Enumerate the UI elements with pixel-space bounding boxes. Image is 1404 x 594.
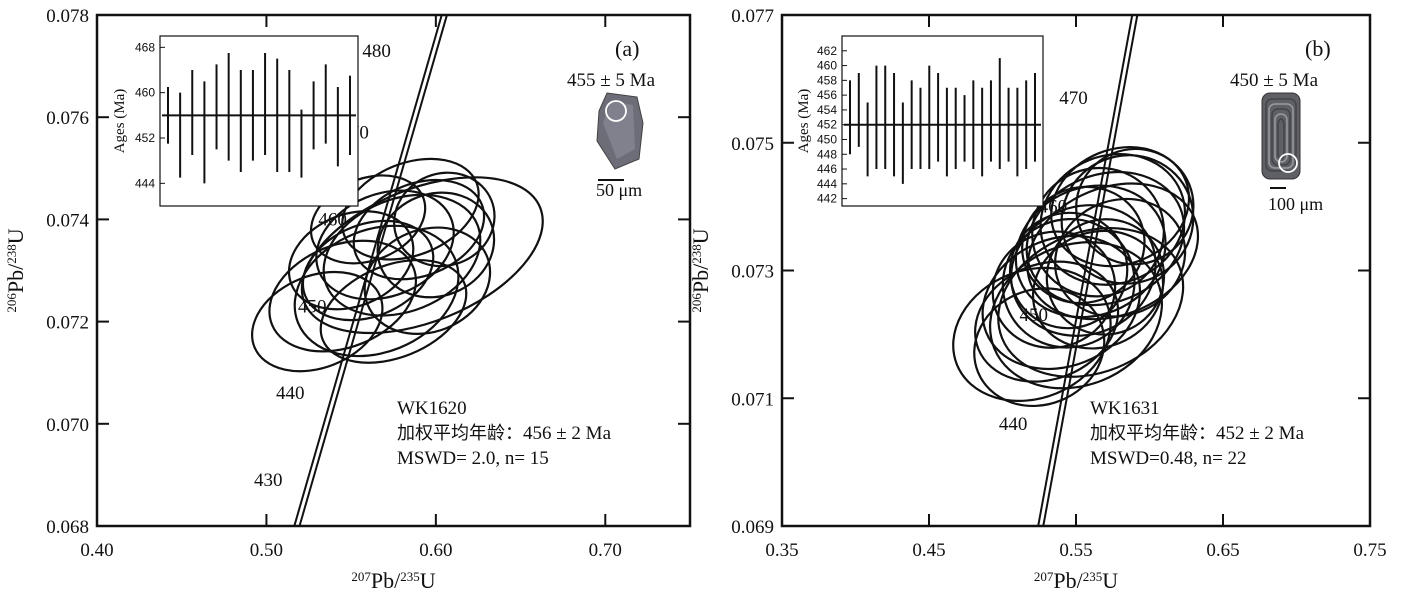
error-ellipse — [973, 287, 1106, 408]
panel-b: 0.35 0.45 0.55 0.65 0.75 0.069 0.071 0.073 0.075… — [688, 6, 1387, 593]
y-tick-label: 0.077 — [731, 6, 774, 27]
inset-y-tick-label: 444 — [817, 177, 837, 191]
x-tick-label: 0.75 — [1353, 540, 1386, 561]
concordia-age-label: 460 — [318, 209, 347, 230]
error-ellipse — [319, 258, 468, 364]
inset-y-tick-label: 462 — [817, 44, 837, 58]
x-tick-label: 0.65 — [1206, 540, 1239, 561]
inset-y-tick-label: 448 — [817, 147, 837, 161]
y-tick-label: 0.075 — [731, 134, 774, 155]
y-tick-label: 0.068 — [46, 517, 89, 538]
x-tick-label: 0.45 — [912, 540, 945, 561]
error-ellipse — [300, 176, 544, 335]
error-ellipse — [1014, 184, 1167, 319]
error-ellipse — [363, 226, 492, 335]
x-axis-label: 207Pb/235U — [1034, 568, 1118, 593]
zircon-grain-image — [596, 92, 644, 170]
concordia-age-label: 470 — [1059, 88, 1088, 109]
error-ellipse — [1053, 197, 1187, 318]
error-ellipse — [1010, 204, 1157, 337]
error-ellipse — [287, 210, 415, 311]
x-tick-label: 0.60 — [419, 540, 452, 561]
error-ellipse — [322, 193, 482, 317]
concordia-age-label: 440 — [999, 414, 1028, 435]
x-tick-label: 0.70 — [589, 540, 622, 561]
panel-label: (b) — [1305, 36, 1331, 61]
analysis-spot — [1278, 153, 1298, 173]
y-tick-label: 0.074 — [46, 210, 89, 231]
error-ellipse — [393, 171, 496, 268]
error-ellipse — [1021, 185, 1146, 305]
y-axis-label: 206Pb/238U — [3, 228, 28, 312]
error-ellipse — [1008, 211, 1129, 330]
zircon-grain-image — [1261, 92, 1301, 180]
concordia-age-label: 450 — [298, 296, 327, 317]
inset-y-tick-label: 442 — [817, 192, 837, 206]
inset-y-tick-label: 468 — [135, 40, 155, 54]
panel-a: 0.40 0.50 0.60 0.70 0.068 0.070 0.072 0.074 0.07… — [3, 6, 692, 593]
inset-y-tick-label: 452 — [135, 131, 155, 145]
inset-y-tick-label: 450 — [817, 132, 837, 146]
inset-y-tick-label: 460 — [817, 59, 837, 73]
x-tick-label: 0.50 — [250, 540, 283, 561]
inset-y-tick-label: 458 — [817, 73, 837, 87]
x-tick-label: 0.55 — [1059, 540, 1092, 561]
y-tick-label: 0.076 — [46, 108, 89, 129]
error-ellipse — [1060, 154, 1195, 285]
inset-frame — [841, 35, 1044, 207]
inset-age-plot: 444 452 460 468 Ages (Ma) — [112, 35, 359, 207]
mswd-label: MSWD= 2.0, n= 15 — [397, 448, 549, 469]
y-tick-label: 0.070 — [46, 415, 89, 436]
inset-y-tick-label: 444 — [135, 176, 155, 190]
concordia-age-label: 450 — [1020, 305, 1049, 326]
y-tick-label: 0.069 — [731, 517, 774, 538]
error-ellipse — [301, 219, 435, 322]
inset-y-tick-label: 454 — [817, 103, 837, 117]
error-ellipse — [1025, 170, 1186, 307]
y-tick-label: 0.073 — [731, 262, 774, 283]
concordia-age-label: 430 — [254, 470, 283, 491]
x-tick-label: 0.40 — [80, 540, 113, 561]
y-tick-label: 0.078 — [46, 6, 89, 27]
plot-area — [251, 15, 544, 526]
concordia-age-label: 460 — [1039, 197, 1068, 218]
panel-label: (a) — [615, 36, 639, 61]
grain-age-label: 450 ± 5 Ma — [1230, 70, 1319, 91]
scale-bar-label: 100 μm — [1268, 194, 1323, 214]
mswd-label: MSWD=0.48, n= 22 — [1090, 448, 1247, 469]
scale-bar-label: 50 μm — [596, 180, 642, 200]
x-tick-label: 0.35 — [765, 540, 798, 561]
weighted-mean-age: 加权平均年龄：456 ± 2 Ma — [397, 423, 612, 444]
weighted-mean-age: 加权平均年龄：452 ± 2 Ma — [1090, 423, 1305, 444]
sample-name: WK1631 — [1090, 398, 1160, 419]
inset-frame — [159, 35, 359, 207]
concordia-curve — [1042, 15, 1139, 526]
analysis-spot — [605, 100, 627, 122]
inset-y-tick-label: 446 — [817, 162, 837, 176]
error-ellipse — [293, 224, 460, 358]
y-axis-label: 206Pb/238U — [688, 228, 713, 312]
x-axis-label: 207Pb/235U — [351, 568, 435, 593]
grain-age-label: 455 ± 5 Ma — [567, 70, 656, 91]
inset-y-tick-label: 452 — [817, 118, 837, 132]
inset-y-axis-label: Ages (Ma) — [796, 89, 812, 154]
inset-y-tick-label: 460 — [135, 86, 155, 100]
error-ellipse — [352, 178, 486, 281]
inset-y-tick-label: 456 — [817, 88, 837, 102]
error-ellipse — [268, 239, 418, 353]
y-tick-label: 0.072 — [46, 313, 89, 334]
error-ellipse — [988, 241, 1164, 390]
inset-y-axis-label: Ages (Ma) — [112, 89, 128, 154]
error-ellipse — [1026, 182, 1200, 321]
concordia-age-label: 480 — [362, 41, 391, 62]
sample-name: WK1620 — [397, 398, 467, 419]
concordia-age-label: 440 — [276, 383, 305, 404]
plot-frame — [95, 13, 692, 528]
y-tick-label: 0.071 — [731, 389, 774, 410]
plot-area — [952, 15, 1200, 526]
